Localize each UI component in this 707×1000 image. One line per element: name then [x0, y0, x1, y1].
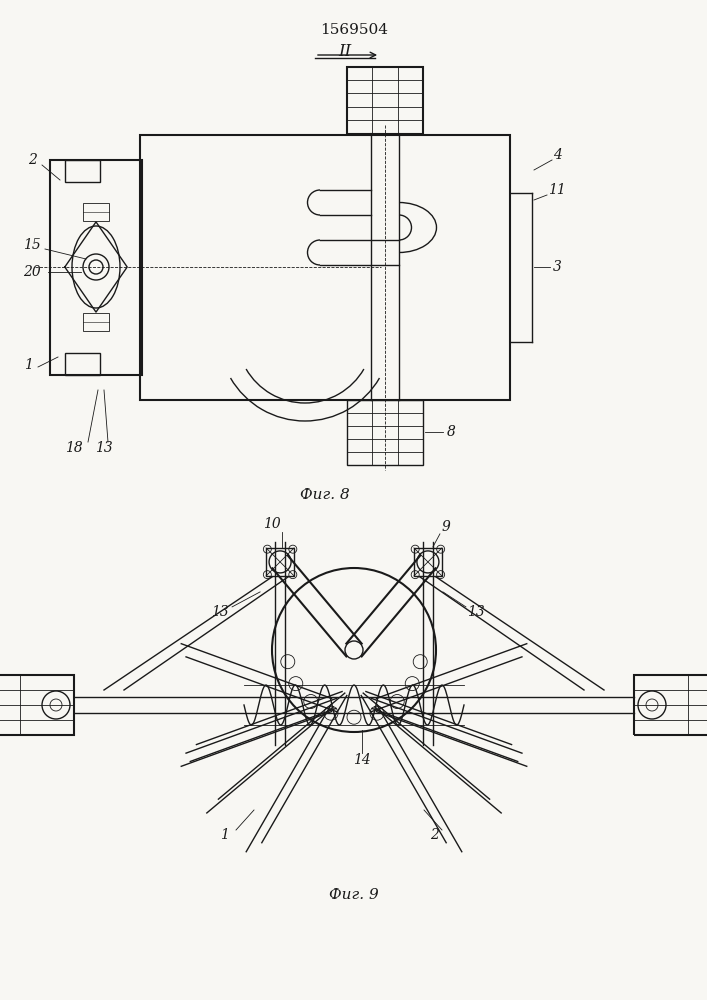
Bar	[266, 548, 294, 576]
Text: 3: 3	[553, 260, 561, 274]
Text: 9: 9	[441, 520, 450, 534]
Text: 18: 18	[65, 441, 83, 455]
Text: 13: 13	[95, 441, 113, 455]
Text: Фиг. 8: Фиг. 8	[300, 488, 350, 502]
Text: II: II	[339, 43, 351, 60]
Bar	[347, 400, 423, 465]
Text: 2: 2	[430, 828, 438, 842]
Bar	[414, 548, 442, 576]
Text: 13: 13	[211, 605, 229, 619]
Text: 13: 13	[467, 605, 485, 619]
Text: 2: 2	[28, 153, 37, 167]
Text: 15: 15	[23, 238, 41, 252]
Bar	[65, 160, 100, 182]
Text: 10: 10	[263, 517, 281, 531]
Text: 4: 4	[553, 148, 561, 162]
Text: 1: 1	[220, 828, 228, 842]
Bar	[347, 67, 423, 134]
Text: 1569504: 1569504	[320, 23, 388, 37]
Bar	[83, 203, 109, 221]
Text: 20: 20	[23, 265, 41, 279]
Bar	[634, 675, 707, 735]
Bar	[83, 313, 109, 331]
Bar	[65, 353, 100, 375]
Bar	[50, 160, 142, 375]
Text: 8: 8	[447, 425, 455, 439]
Text: Фиг. 9: Фиг. 9	[329, 888, 379, 902]
Text: 14: 14	[353, 753, 371, 767]
Bar	[140, 135, 510, 400]
Text: 11: 11	[548, 183, 566, 197]
Text: 1: 1	[23, 358, 33, 372]
Bar	[0, 675, 74, 735]
